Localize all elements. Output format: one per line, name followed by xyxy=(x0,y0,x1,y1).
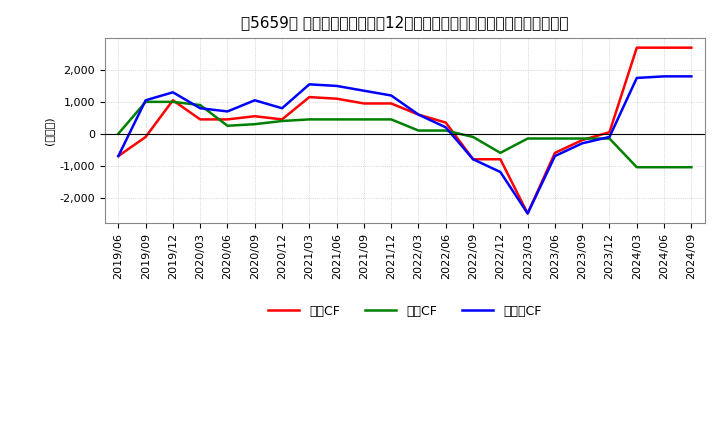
フリーCF xyxy=(578,141,587,146)
営業CF xyxy=(660,45,668,50)
営業CF xyxy=(251,114,259,119)
営業CF xyxy=(523,211,532,216)
投資CF xyxy=(387,117,395,122)
投資CF xyxy=(441,128,450,133)
営業CF xyxy=(551,150,559,155)
営業CF xyxy=(441,120,450,125)
投資CF xyxy=(414,128,423,133)
フリーCF xyxy=(278,106,287,111)
フリーCF xyxy=(305,82,314,87)
投資CF xyxy=(523,136,532,141)
営業CF xyxy=(333,96,341,101)
営業CF xyxy=(578,137,587,143)
Y-axis label: (百万円): (百万円) xyxy=(44,116,54,145)
フリーCF xyxy=(523,211,532,216)
フリーCF xyxy=(551,154,559,159)
フリーCF xyxy=(660,74,668,79)
投資CF xyxy=(114,131,122,136)
投資CF xyxy=(305,117,314,122)
営業CF xyxy=(278,117,287,122)
営業CF xyxy=(168,98,177,103)
営業CF xyxy=(469,157,477,162)
フリーCF xyxy=(114,154,122,159)
フリーCF xyxy=(359,88,368,93)
投資CF xyxy=(469,134,477,139)
投資CF xyxy=(333,117,341,122)
フリーCF xyxy=(387,93,395,98)
フリーCF xyxy=(441,125,450,130)
投資CF xyxy=(141,99,150,105)
投資CF xyxy=(496,150,505,155)
フリーCF xyxy=(606,134,614,139)
投資CF xyxy=(660,165,668,170)
Legend: 営業CF, 投資CF, フリーCF: 営業CF, 投資CF, フリーCF xyxy=(263,300,546,323)
フリーCF xyxy=(469,157,477,162)
投資CF xyxy=(578,136,587,141)
営業CF xyxy=(196,117,204,122)
投資CF xyxy=(196,103,204,108)
フリーCF xyxy=(333,83,341,88)
営業CF xyxy=(141,134,150,139)
営業CF xyxy=(114,154,122,159)
営業CF xyxy=(387,101,395,106)
Line: 営業CF: 営業CF xyxy=(118,48,691,213)
投資CF xyxy=(359,117,368,122)
営業CF xyxy=(305,95,314,100)
営業CF xyxy=(606,129,614,135)
営業CF xyxy=(414,112,423,117)
Title: 、5659】 キャッシュフローの12か月移動合計の対前年同期増減額の推移: 、5659】 キャッシュフローの12か月移動合計の対前年同期増減額の推移 xyxy=(241,15,569,30)
フリーCF xyxy=(251,98,259,103)
フリーCF xyxy=(223,109,232,114)
営業CF xyxy=(687,45,696,50)
営業CF xyxy=(632,45,641,50)
投資CF xyxy=(551,136,559,141)
投資CF xyxy=(278,118,287,124)
Line: 投資CF: 投資CF xyxy=(118,102,691,167)
投資CF xyxy=(251,121,259,127)
フリーCF xyxy=(687,74,696,79)
フリーCF xyxy=(168,90,177,95)
フリーCF xyxy=(196,106,204,111)
Line: フリーCF: フリーCF xyxy=(118,77,691,213)
投資CF xyxy=(223,123,232,128)
営業CF xyxy=(359,101,368,106)
営業CF xyxy=(496,157,505,162)
フリーCF xyxy=(414,112,423,117)
投資CF xyxy=(168,99,177,105)
フリーCF xyxy=(496,169,505,175)
投資CF xyxy=(606,136,614,141)
フリーCF xyxy=(141,98,150,103)
営業CF xyxy=(223,117,232,122)
投資CF xyxy=(632,165,641,170)
フリーCF xyxy=(632,75,641,81)
投資CF xyxy=(687,165,696,170)
